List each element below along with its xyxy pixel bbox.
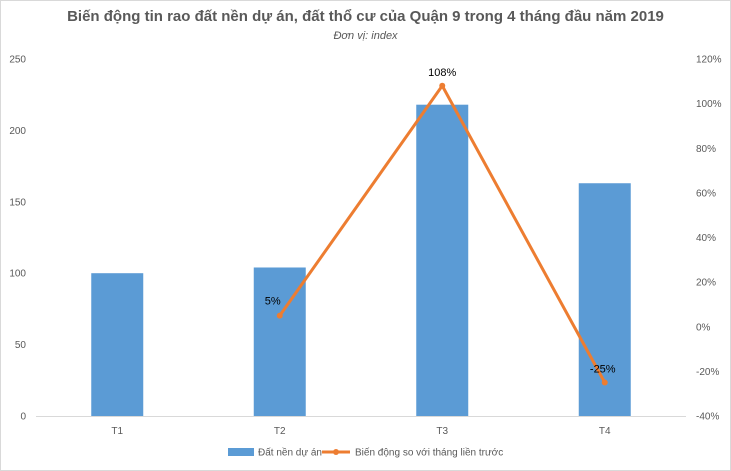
line-point: [601, 379, 608, 386]
y-right-tick-label: 0%: [696, 322, 711, 333]
line-data-label: 5%: [265, 296, 281, 308]
bar: [91, 273, 144, 416]
y-left-tick-label: 200: [9, 126, 26, 137]
legend-swatch-bars: [228, 448, 254, 456]
y-right-tick-label: 120%: [696, 55, 722, 66]
y-left-tick-label: 0: [20, 412, 26, 423]
y-right-tick-label: 80%: [696, 144, 716, 155]
line-point: [439, 82, 446, 89]
y-right-tick-label: 20%: [696, 278, 716, 289]
bar: [578, 183, 631, 416]
line-data-label: -25%: [590, 364, 616, 376]
bar: [416, 104, 469, 417]
x-tick-label: T3: [436, 426, 448, 437]
legend-marker-line: [333, 449, 339, 455]
x-tick-label: T1: [111, 426, 123, 437]
y-right-tick-label: 40%: [696, 233, 716, 244]
legend-label-line: Biến động so với tháng liền trước: [355, 447, 503, 459]
x-tick-label: T4: [599, 426, 611, 437]
y-left-tick-label: 100: [9, 269, 26, 280]
y-left-tick-label: 150: [9, 197, 26, 208]
chart-subtitle: Đơn vị: index: [333, 30, 398, 42]
y-right-tick-label: 60%: [696, 188, 716, 199]
y-right-tick-label: 100%: [696, 99, 722, 110]
y-left-tick-label: 50: [15, 340, 27, 351]
y-right-tick-label: -20%: [696, 367, 719, 378]
y-left-tick-label: 250: [9, 55, 26, 66]
x-tick-label: T2: [274, 426, 286, 437]
line-data-label: 108%: [428, 67, 456, 79]
chart-title: Biến động tin rao đất nền dự án, đất thổ…: [67, 8, 664, 25]
y-right-tick-label: -40%: [696, 412, 719, 423]
line-point: [276, 312, 283, 319]
legend-label-bars: Đất nền dự án: [258, 447, 322, 459]
